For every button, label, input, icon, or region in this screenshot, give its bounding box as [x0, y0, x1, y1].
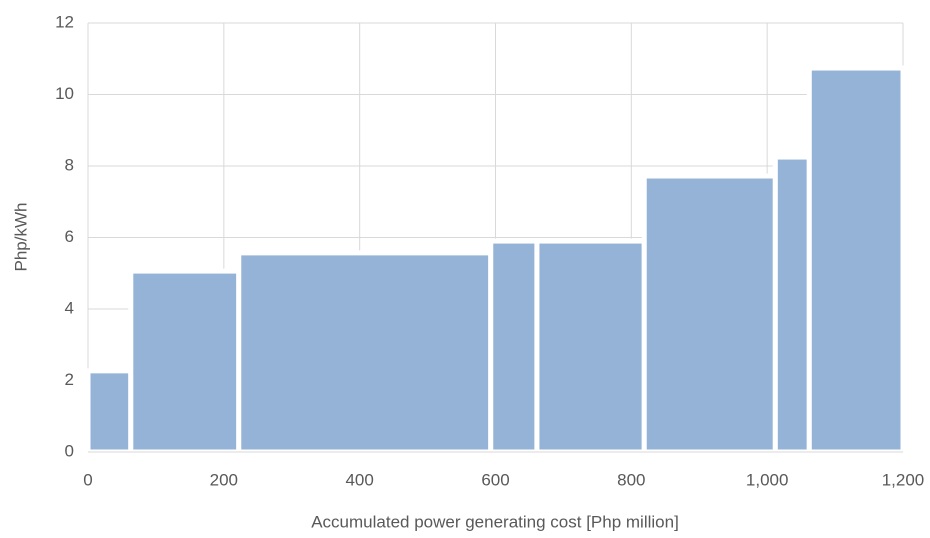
x-tick-label: 200	[210, 470, 238, 489]
bar	[85, 368, 134, 455]
bar	[128, 268, 242, 455]
bar	[488, 238, 540, 455]
bar	[236, 250, 494, 455]
bar	[806, 65, 906, 455]
y-tick-label: 12	[55, 12, 74, 31]
x-tick-label: 600	[481, 470, 509, 489]
y-tick-label: 2	[65, 370, 74, 389]
x-tick-label: 1,200	[882, 470, 925, 489]
x-tick-label: 400	[345, 470, 373, 489]
bar	[641, 173, 778, 455]
y-axis-title: Php/kWh	[11, 203, 30, 272]
y-tick-label: 6	[65, 227, 74, 246]
y-tick-label: 8	[65, 155, 74, 174]
x-tick-label: 0	[83, 470, 92, 489]
x-tick-label: 800	[617, 470, 645, 489]
y-tick-label: 10	[55, 84, 74, 103]
y-tick-label: 4	[65, 298, 74, 317]
bar	[772, 154, 812, 455]
x-tick-label: 1,000	[746, 470, 789, 489]
y-tick-label: 0	[65, 441, 74, 460]
bar	[534, 238, 647, 455]
x-axis-title: Accumulated power generating cost [Php m…	[311, 512, 679, 531]
